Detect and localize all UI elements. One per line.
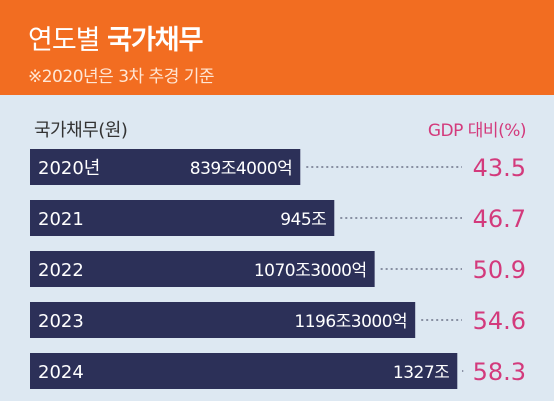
debt-value-label: 839조4000억 <box>190 159 293 179</box>
gdp-ratio-label: 58.3 <box>473 358 526 386</box>
year-label: 2024 <box>38 362 84 383</box>
gdp-ratio-label: 50.9 <box>473 256 526 284</box>
debt-value-label: 945조 <box>280 210 326 230</box>
debt-bar <box>30 200 335 236</box>
debt-value-label: 1070조3000억 <box>254 261 367 281</box>
subtitle-note: ※2020년은 3차 추경 기준 <box>28 67 215 87</box>
year-label: 2022 <box>38 260 84 281</box>
year-label: 2020년 <box>38 158 100 179</box>
column-label-gdp: GDP 대비(%) <box>427 121 527 141</box>
gdp-ratio-label: 54.6 <box>473 307 526 335</box>
header-banner: 연도별 국가채무 ※2020년은 3차 추경 기준 <box>0 0 554 95</box>
debt-bar <box>30 251 375 287</box>
column-label-debt: 국가채무(원) <box>34 120 128 141</box>
debt-value-label: 1196조3000억 <box>294 312 407 332</box>
year-label: 2023 <box>38 311 84 332</box>
debt-bar <box>30 149 301 185</box>
year-label: 2021 <box>38 209 84 230</box>
title-light: 연도별 <box>28 25 101 56</box>
debt-bar <box>30 302 416 338</box>
debt-bar <box>30 353 458 389</box>
title-bold: 국가채무 <box>107 25 203 56</box>
gdp-ratio-label: 46.7 <box>473 205 526 233</box>
page-title: 연도별 국가채무 <box>28 18 204 57</box>
gdp-ratio-label: 43.5 <box>473 154 526 182</box>
debt-value-label: 1327조 <box>393 363 449 383</box>
